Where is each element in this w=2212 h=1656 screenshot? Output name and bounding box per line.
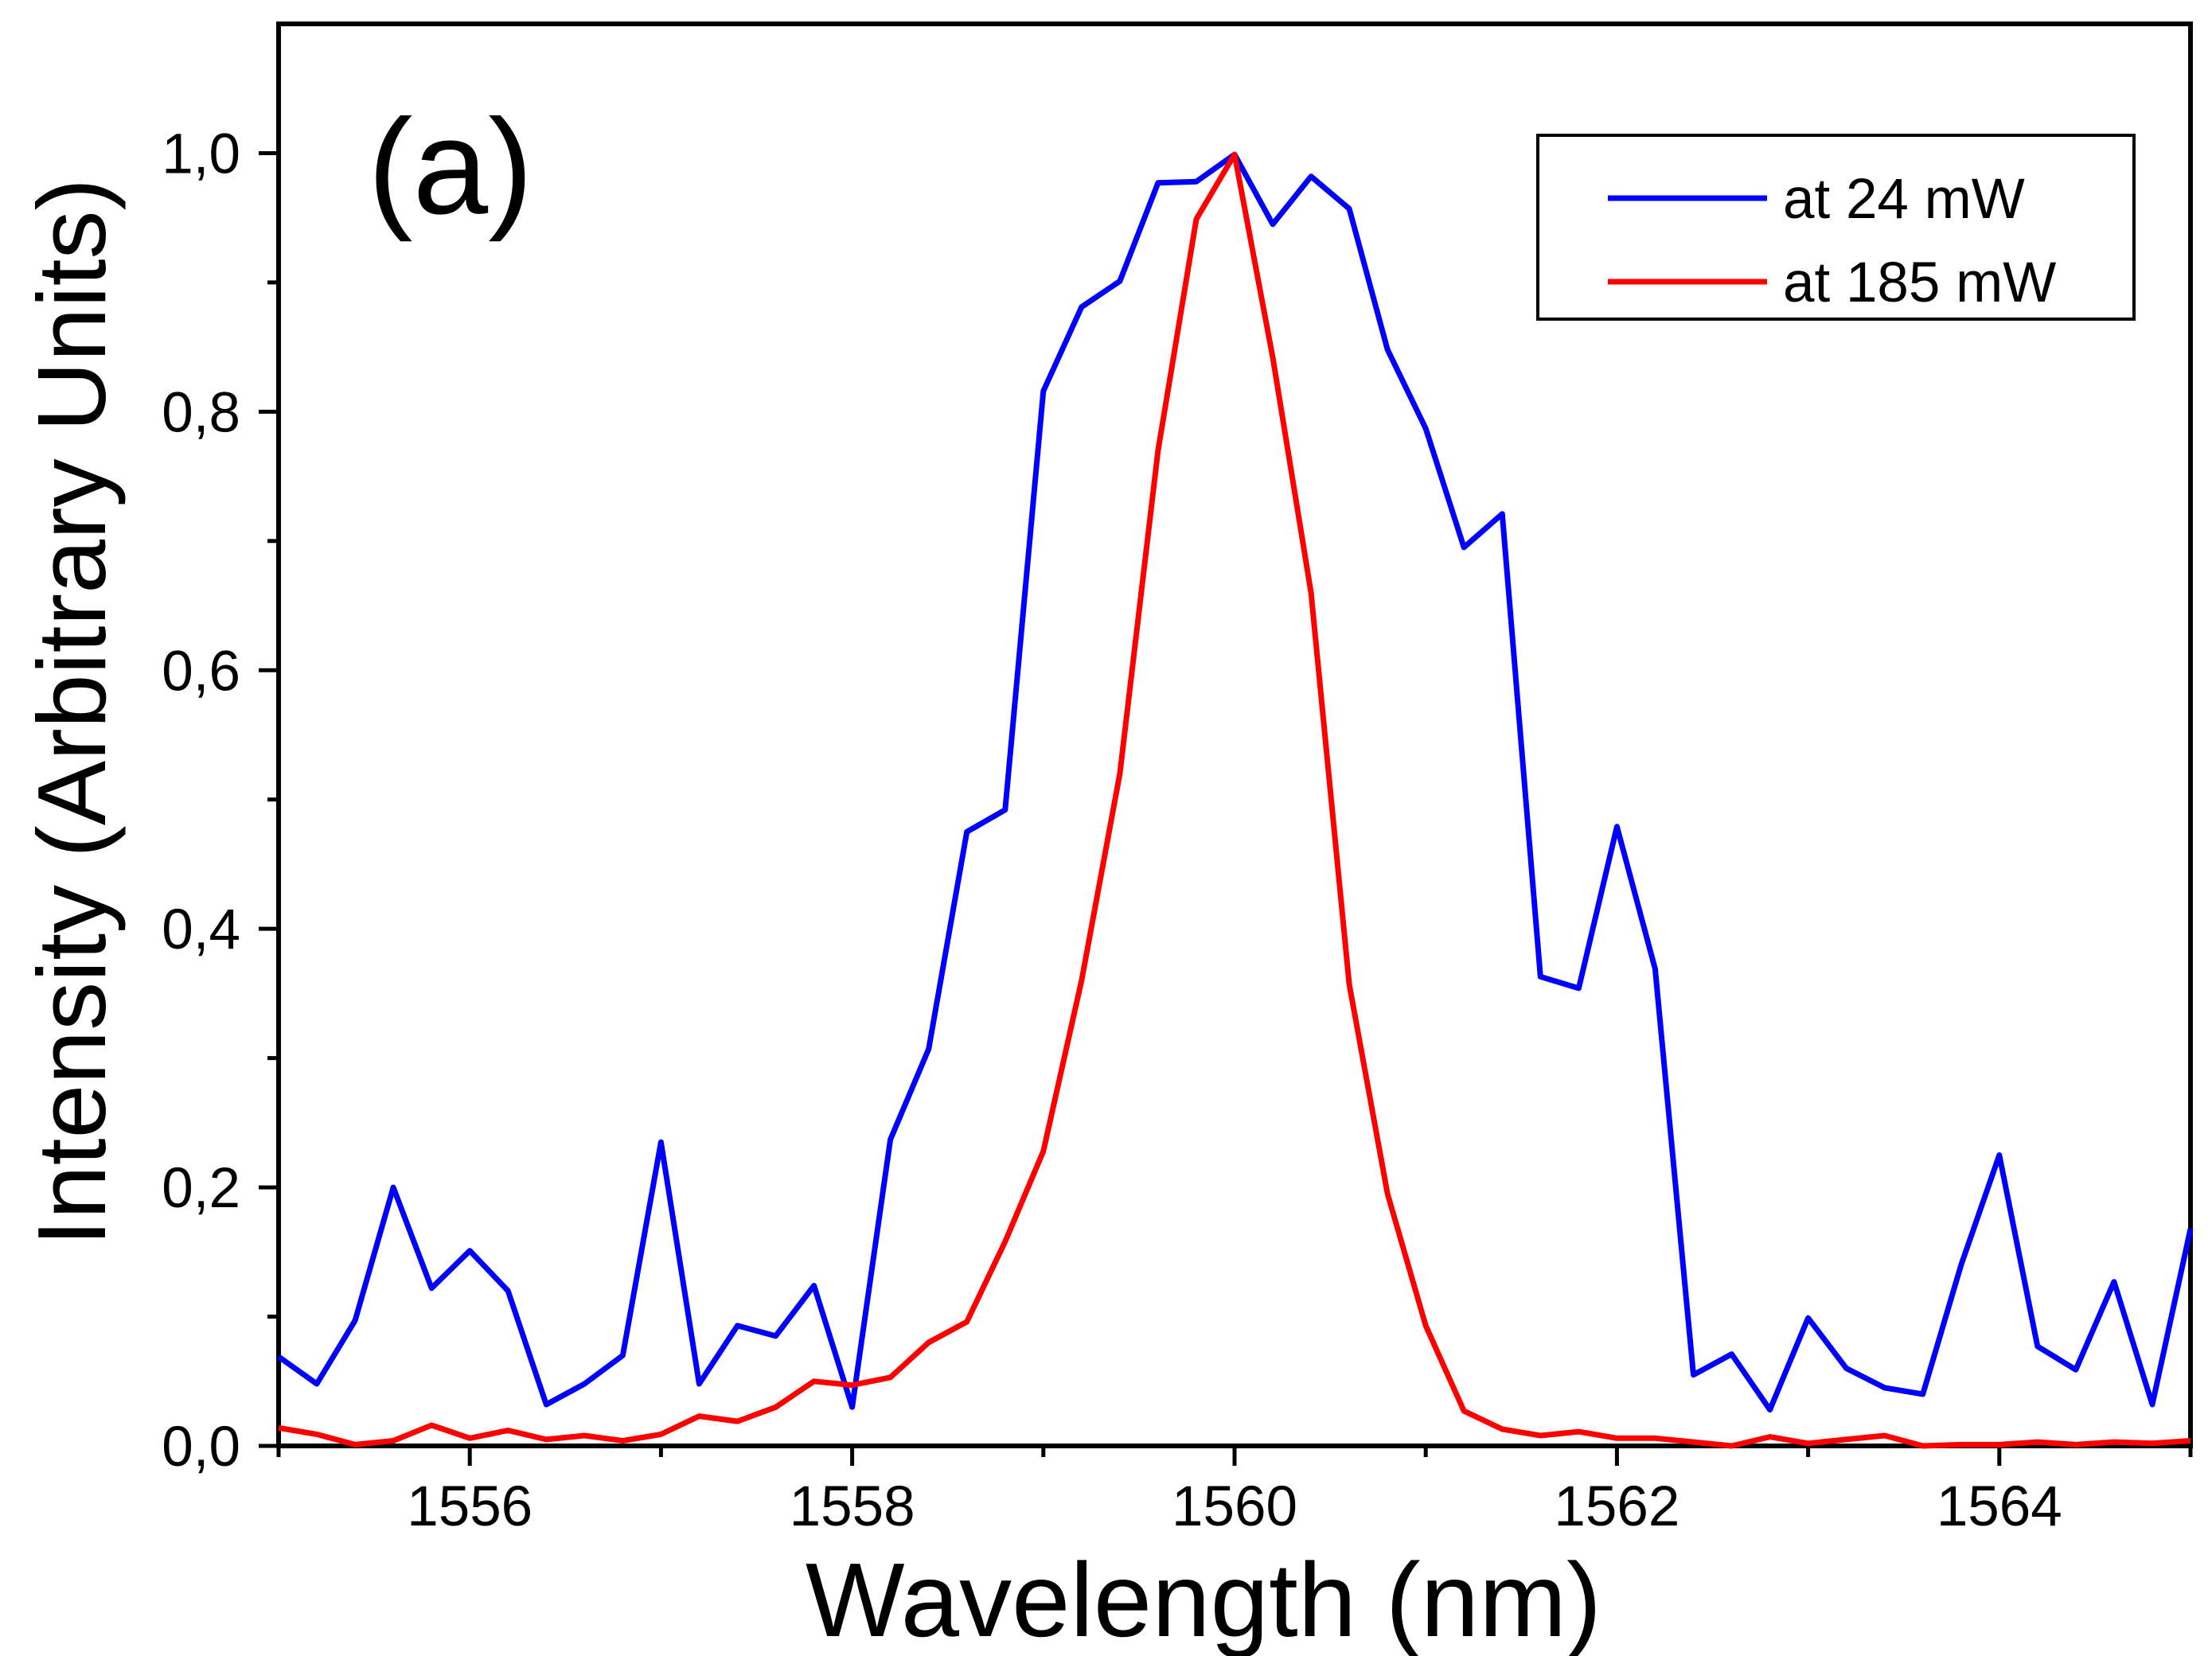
panel-label: (a) [368,92,533,243]
x-tick-label: 1556 [407,1475,533,1538]
legend-label-at-185-mw: at 185 mW [1783,251,2056,314]
x-tick-label: 1558 [790,1475,915,1538]
x-tick-label: 1564 [1937,1475,2062,1538]
series-line-at-185-mw [278,151,2191,1449]
y-axis-ticks: 0,0 0,2 0,4 0,6 0,8 1,0 [162,123,279,1479]
y-tick-label: 0,8 [162,381,240,444]
y-axis-title: Intensity (Arbitrary Units) [18,178,126,1246]
y-tick-label: 0,2 [162,1157,240,1220]
legend-label-at-24-mw: at 24 mW [1783,168,2025,231]
y-tick-label: 1,0 [162,123,240,185]
y-tick-label: 0,0 [162,1416,240,1479]
y-tick-label: 0,4 [162,898,240,961]
y-tick-label: 0,6 [162,640,240,703]
legend-box [1536,134,2136,321]
series-layer [276,151,2194,1449]
x-axis-title: Wavelength (nm) [806,1541,1601,1656]
x-tick-label: 1560 [1172,1475,1297,1538]
x-axis-ticks: 1556 1558 1560 1562 1564 [276,1446,2193,1538]
x-tick-label: 1562 [1554,1475,1679,1538]
legend: at 24 mW at 185 mW [1536,134,2136,321]
